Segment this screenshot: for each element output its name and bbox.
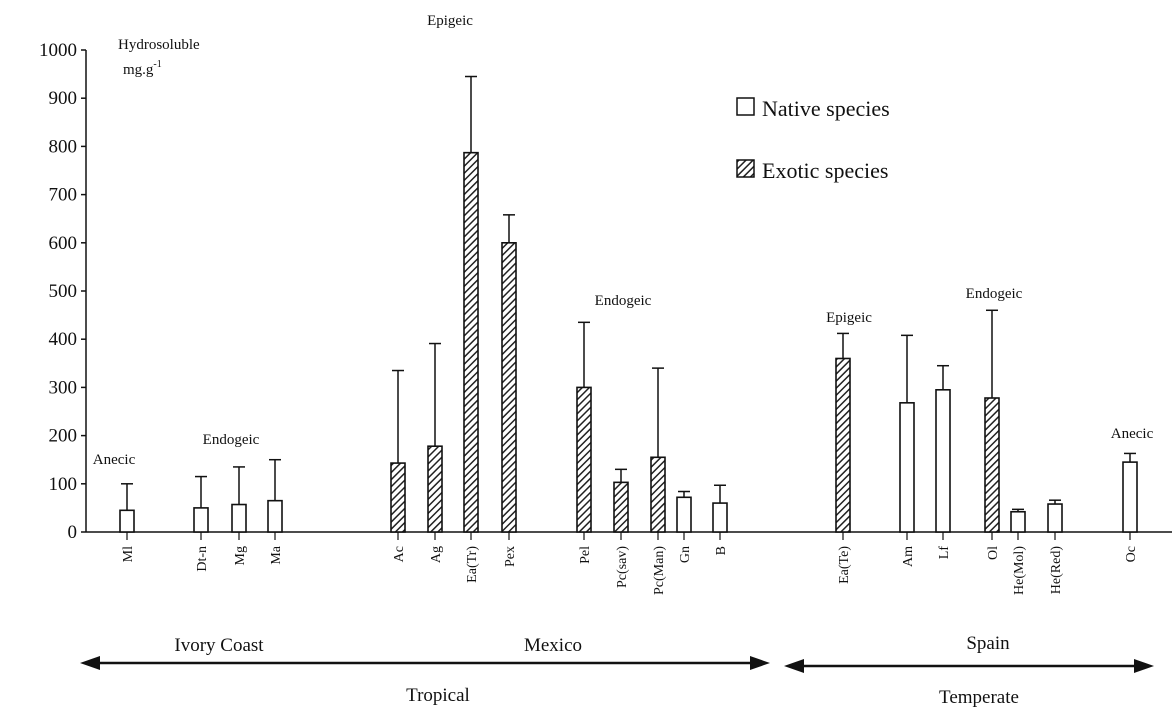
bar-pex [501,242,517,533]
y-axis-label: Hydrosoluble [118,37,200,53]
tropical-arrow-right-head [750,656,770,670]
bar-ol [984,397,1000,533]
x-tick-label: Pc(Man) [652,546,667,595]
x-tick-label: Dt-n [195,546,210,572]
y-tick-label: 700 [49,185,78,206]
ecological-annotations: Anecic Endogeic Epigeic Endogeic Epigeic Endo… [93,13,1154,468]
bar-ml [119,509,135,533]
x-tick-label: Lf [937,546,952,560]
tropical-arrow-left-head [80,656,100,670]
bars [119,75,1138,533]
tropical-arrow [80,656,770,670]
y-tick-label: 200 [49,426,78,447]
bar-mg [231,503,247,533]
x-tick-labels: Ml Dt-n Mg Ma Ac Ag Ea(Tr) Pex Pel Pc(sav) Pc(Man)… [121,532,1139,595]
bar-ac [390,462,406,533]
x-tick-label: Ac [392,546,407,562]
y-axis-unit-exponent: -1 [153,59,161,70]
annotation-endogeic: Endogeic [595,293,652,309]
temperate-arrow-right-head [1134,659,1154,673]
y-tick-label: 300 [49,377,78,398]
legend: Native species Exotic species [736,96,890,183]
climate-label-tropical: Tropical [406,685,470,706]
x-tick-label: B [714,546,729,555]
bar-lf [935,389,951,533]
legend-swatch-native [736,97,755,116]
annotation-epigeic: Epigeic [427,13,473,29]
bar-he-mol [1010,510,1026,533]
bar-ma [267,499,283,533]
bar-b [712,502,728,533]
temperate-arrow-left-head [784,659,804,673]
y-tick-label: 800 [49,136,78,157]
legend-label-exotic: Exotic species [762,158,888,183]
y-tick-label: 100 [49,474,78,495]
bar-am [899,402,915,533]
region-label-spain: Spain [966,633,1010,654]
x-tick-label: Ea(Tr) [465,546,480,583]
x-tick-label: Pex [503,546,518,567]
bar-pel [576,386,592,533]
bar-pc-sav [613,481,629,533]
x-tick-label: Ol [986,546,1001,560]
bar-oc [1122,461,1138,533]
y-tick-label: 600 [49,233,78,254]
annotation-endogeic: Endogeic [966,286,1023,302]
x-tick-label: Ma [269,545,284,564]
x-tick-label: He(Mol) [1012,546,1027,595]
x-tick-label: Mg [233,546,248,565]
x-tick-label: Am [901,546,916,567]
y-tick-label: 400 [49,329,78,350]
x-tick-label: Ag [429,546,444,563]
bar-ea-te [835,357,851,533]
temperate-arrow [784,659,1154,673]
annotation-epigeic: Epigeic [826,310,872,326]
x-tick-label: He(Red) [1049,546,1064,595]
bar-he-red [1047,503,1063,533]
x-tick-label: Oc [1124,546,1139,562]
climate-label-temperate: Temperate [939,687,1019,707]
annotation-anecic: Anecic [1111,426,1154,442]
x-tick-label: Pel [578,546,593,564]
x-tick-label: Ml [121,546,136,562]
y-axis-unit: mg.g-1 [123,59,162,78]
bar-pc-man [650,456,666,533]
region-label-mexico: Mexico [524,635,582,656]
annotation-endogeic: Endogeic [203,432,260,448]
annotation-anecic: Anecic [93,452,136,468]
x-tick-label: Ea(Te) [837,546,852,584]
y-tick-label: 0 [68,522,78,543]
y-tick-label: 500 [49,281,78,302]
y-axis: 0 100 200 300 400 500 600 700 800 900 1000 [39,40,87,543]
region-label-ivory-coast: Ivory Coast [174,635,264,656]
y-tick-label: 1000 [39,40,77,61]
y-ticks: 0 100 200 300 400 500 600 700 800 900 1000 [39,40,86,543]
y-tick-label: 900 [49,88,78,109]
legend-swatch-exotic [736,159,755,178]
x-tick-label: Gn [678,546,693,563]
legend-label-native: Native species [762,96,890,121]
bar-ag [427,445,443,533]
y-axis-unit-base: mg.g [123,62,154,78]
bar-dt-n [193,507,209,533]
x-tick-label: Pc(sav) [615,546,630,588]
bar-gn [676,496,692,533]
bar-ea-tr [463,151,479,533]
